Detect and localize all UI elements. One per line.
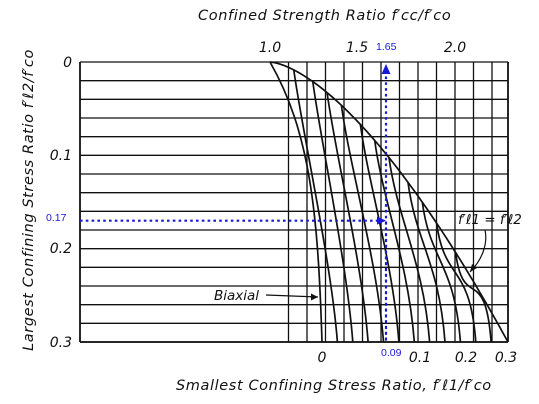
bottom-tick-label: 0.3 <box>495 350 517 366</box>
example-ratio-value: 1.65 <box>376 41 397 53</box>
fan-curve <box>388 157 431 343</box>
top-axis-title: Confined Strength Ratio f′cc/f′co <box>198 8 451 24</box>
biaxial-leader-arrowhead <box>311 293 318 301</box>
equal-confinement-label: f′ℓ1 = f′ℓ2 <box>458 212 522 228</box>
equal-confinement-envelope <box>269 61 509 343</box>
left-tick-label: 0.2 <box>50 241 72 257</box>
top-tick-label: 1.5 <box>346 40 368 56</box>
left-tick-label: 0 <box>63 55 72 71</box>
fan-curve <box>407 182 446 343</box>
fan-curve <box>326 92 369 343</box>
vertical-grid <box>287 62 493 342</box>
example-arrow-up <box>381 64 391 74</box>
left-axis-title: Largest Confining Stress Ratio f′ℓ2/f′co <box>21 49 37 351</box>
example-arrow-right <box>377 216 386 225</box>
fan-curve <box>421 202 462 343</box>
fan-curve <box>454 252 492 343</box>
fan-curve <box>373 140 416 343</box>
left-tick-label: 0.3 <box>50 335 72 351</box>
top-tick-label: 2.0 <box>444 40 466 56</box>
fan-curve <box>311 81 354 343</box>
fan-curve <box>292 69 339 343</box>
fan-curve <box>340 105 385 343</box>
bottom-axis-title: Smallest Confining Stress Ratio, f′ℓ1/f′… <box>176 378 492 394</box>
top-tick-label: 1.0 <box>259 40 281 56</box>
horizontal-grid <box>80 61 508 343</box>
example-path <box>80 68 388 342</box>
bottom-tick-label: 0.2 <box>455 350 477 366</box>
fan-curve <box>435 222 477 343</box>
biaxial-leader-line <box>265 294 319 298</box>
example-y-value: 0.17 <box>46 212 67 224</box>
biaxial-label: Biaxial <box>214 288 259 304</box>
bottom-tick-label: 0.1 <box>409 350 431 366</box>
bottom-tick-label: 0 <box>318 350 327 366</box>
equal-confinement-arrowhead <box>470 264 477 272</box>
example-x-value: 0.09 <box>381 347 402 359</box>
fan-curve <box>359 124 400 343</box>
fan-curves <box>292 69 492 343</box>
left-tick-label: 0.1 <box>50 148 72 164</box>
biaxial-curve <box>269 61 323 343</box>
